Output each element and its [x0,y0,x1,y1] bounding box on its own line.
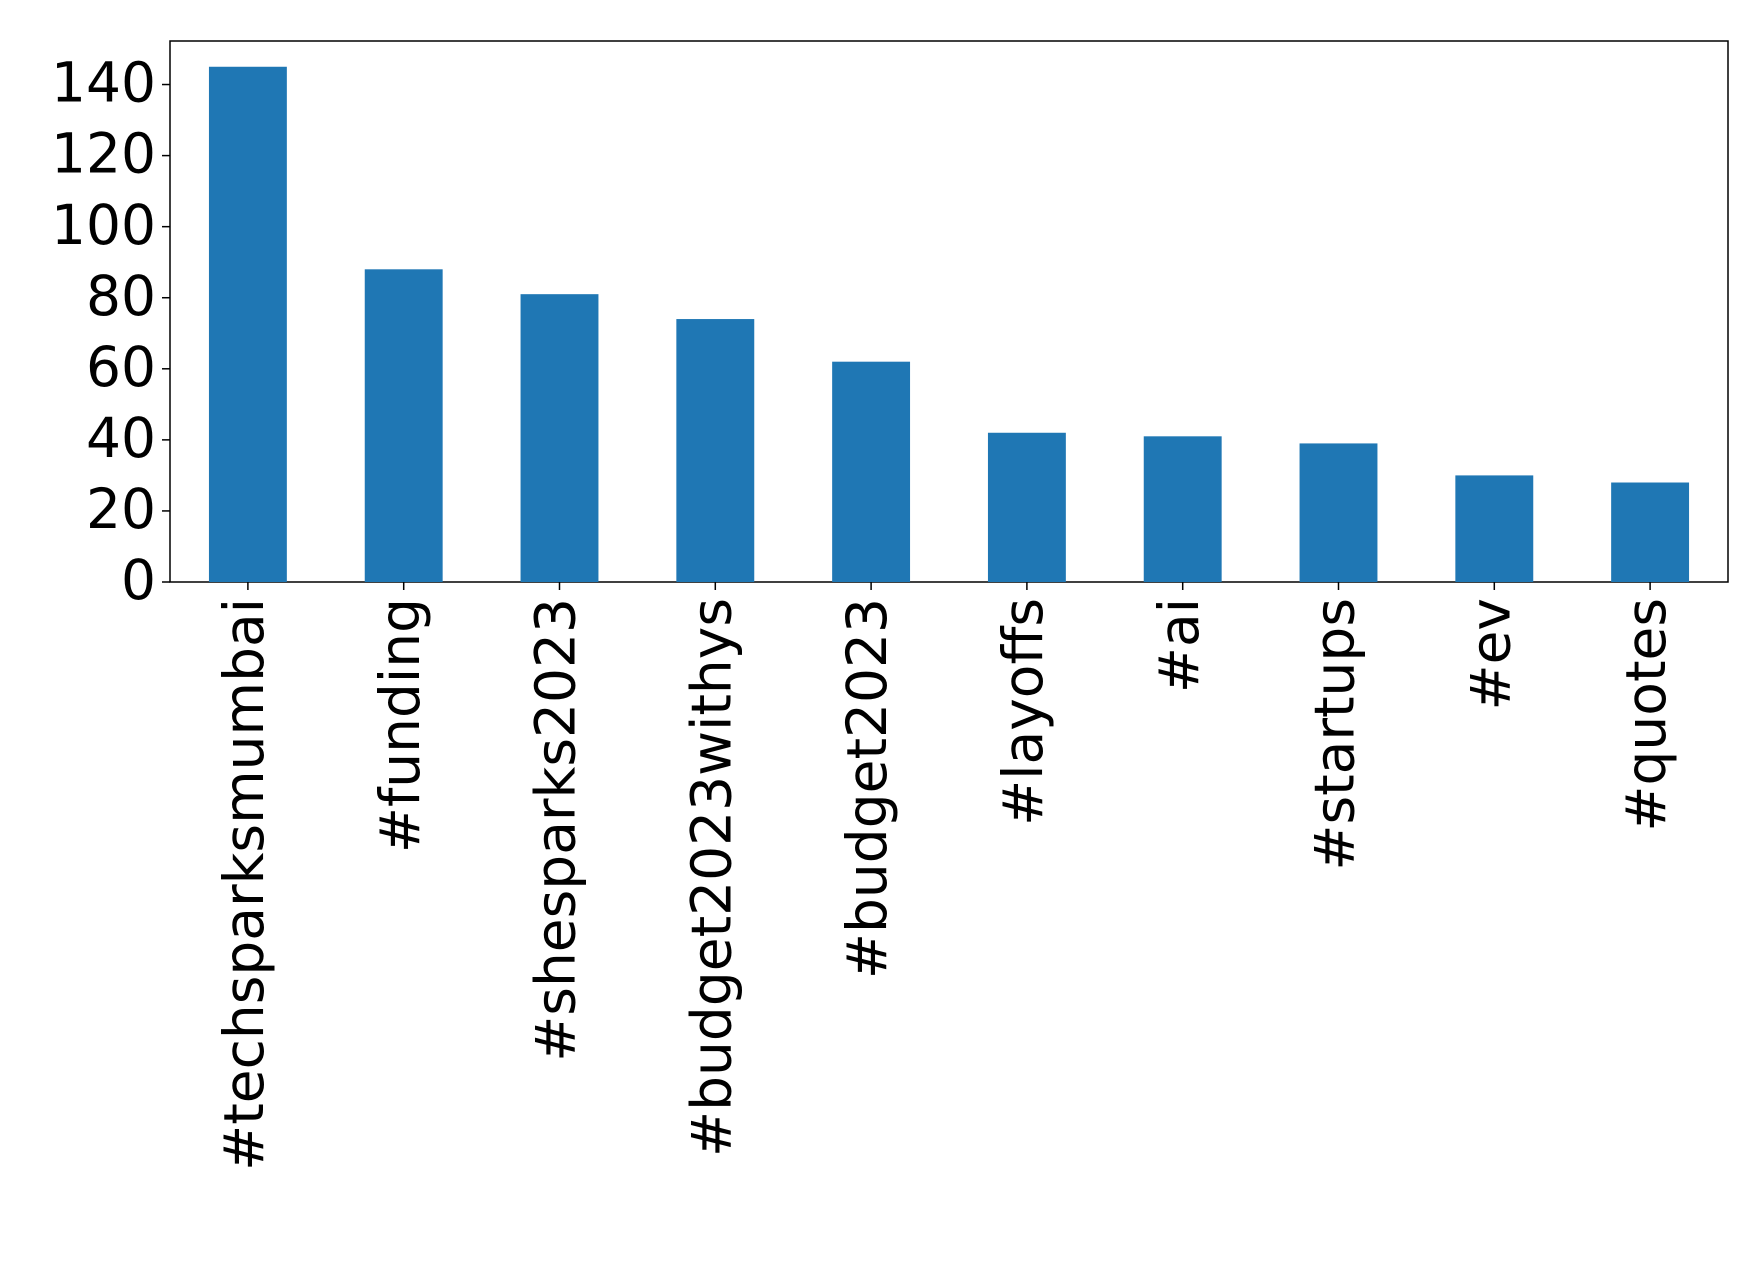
y-tick-label: 40 [86,406,156,470]
x-tick-label: #techsparksmumbai [212,598,276,1171]
x-tick-label: #ev [1458,598,1522,710]
bar [987,432,1066,582]
bar [832,361,911,582]
bar [1455,475,1534,582]
x-tick-label: #shesparks2023 [524,598,588,1062]
y-tick-label: 0 [121,548,156,612]
y-tick-label: 80 [86,264,156,328]
y-tick-label: 60 [86,335,156,399]
plot-frame [169,40,1729,583]
x-tick-label: #budget2023 [835,598,899,979]
bar [1143,436,1222,582]
x-tick-label: #quotes [1614,598,1678,832]
y-tick-label: 140 [51,51,156,115]
x-tick-label: #ai [1147,598,1211,693]
y-tick-label: 20 [86,477,156,541]
x-tick-label: #budget2023withys [679,598,743,1157]
bar [1611,482,1690,582]
bar [208,66,287,582]
x-tick-label: #layoffs [991,598,1055,826]
bar [520,294,599,582]
x-tick-label: #startups [1303,598,1367,871]
bar [364,269,443,582]
x-tick-label: #funding [368,598,432,853]
y-tick-label: 100 [51,193,156,257]
bar [1299,443,1378,582]
y-tick-label: 120 [51,122,156,186]
bar [676,319,755,582]
